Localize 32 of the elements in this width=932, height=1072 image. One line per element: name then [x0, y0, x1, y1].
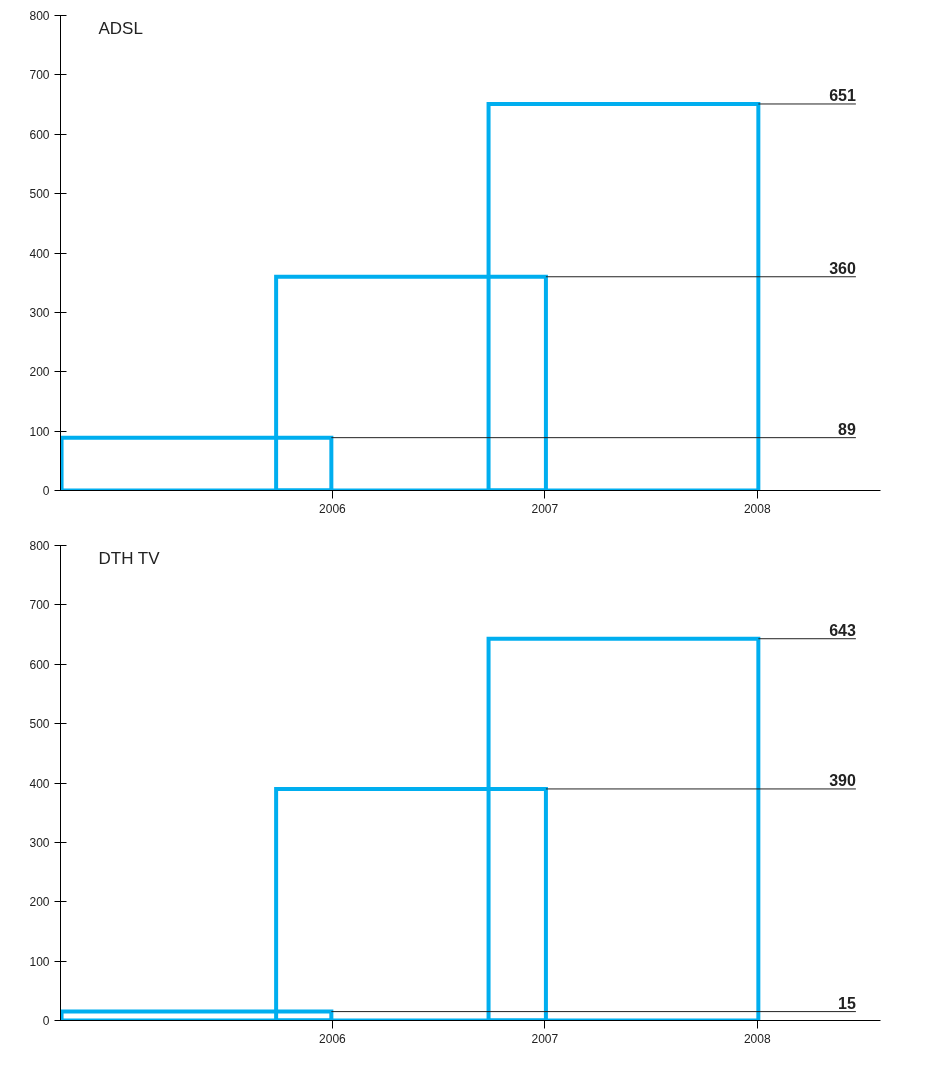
- y-tick-label: 600: [29, 127, 50, 142]
- ref-line-label: 390: [829, 771, 856, 789]
- y-tick-label: 200: [29, 895, 50, 910]
- y-tick-label: 600: [29, 657, 50, 672]
- x-tick-label: 2006: [319, 1031, 347, 1046]
- x-tick-label: 2006: [319, 501, 347, 516]
- y-tick-label: 0: [42, 1014, 50, 1028]
- ref-line-label: 15: [838, 994, 856, 1012]
- y-tick-label: 800: [29, 9, 50, 23]
- y-tick-label: 0: [42, 484, 50, 498]
- x-tick-label: 2008: [743, 501, 771, 516]
- y-tick-label: 400: [29, 776, 50, 791]
- ref-line-label: 89: [838, 420, 856, 438]
- y-tick-label: 500: [29, 187, 50, 202]
- y-tick-label: 500: [29, 717, 50, 732]
- y-tick-label: 800: [29, 539, 50, 553]
- ref-line-label: 651: [829, 86, 856, 104]
- chart-title: ADSL: [98, 18, 143, 38]
- ref-line-label: 643: [829, 621, 856, 639]
- chart-title: DTH TV: [98, 548, 161, 568]
- y-tick-label: 400: [29, 246, 50, 261]
- y-tick-label: 200: [29, 365, 50, 380]
- x-tick-label: 2008: [743, 1031, 771, 1046]
- x-tick-label: 2007: [531, 501, 559, 516]
- y-tick-label: 700: [29, 68, 50, 83]
- x-tick-label: 2007: [531, 1031, 559, 1046]
- ref-line-label: 360: [829, 259, 856, 277]
- y-tick-label: 300: [29, 305, 50, 320]
- y-tick-label: 100: [29, 424, 50, 439]
- y-tick-label: 700: [29, 598, 50, 613]
- y-tick-label: 300: [29, 835, 50, 850]
- y-tick-label: 100: [29, 954, 50, 969]
